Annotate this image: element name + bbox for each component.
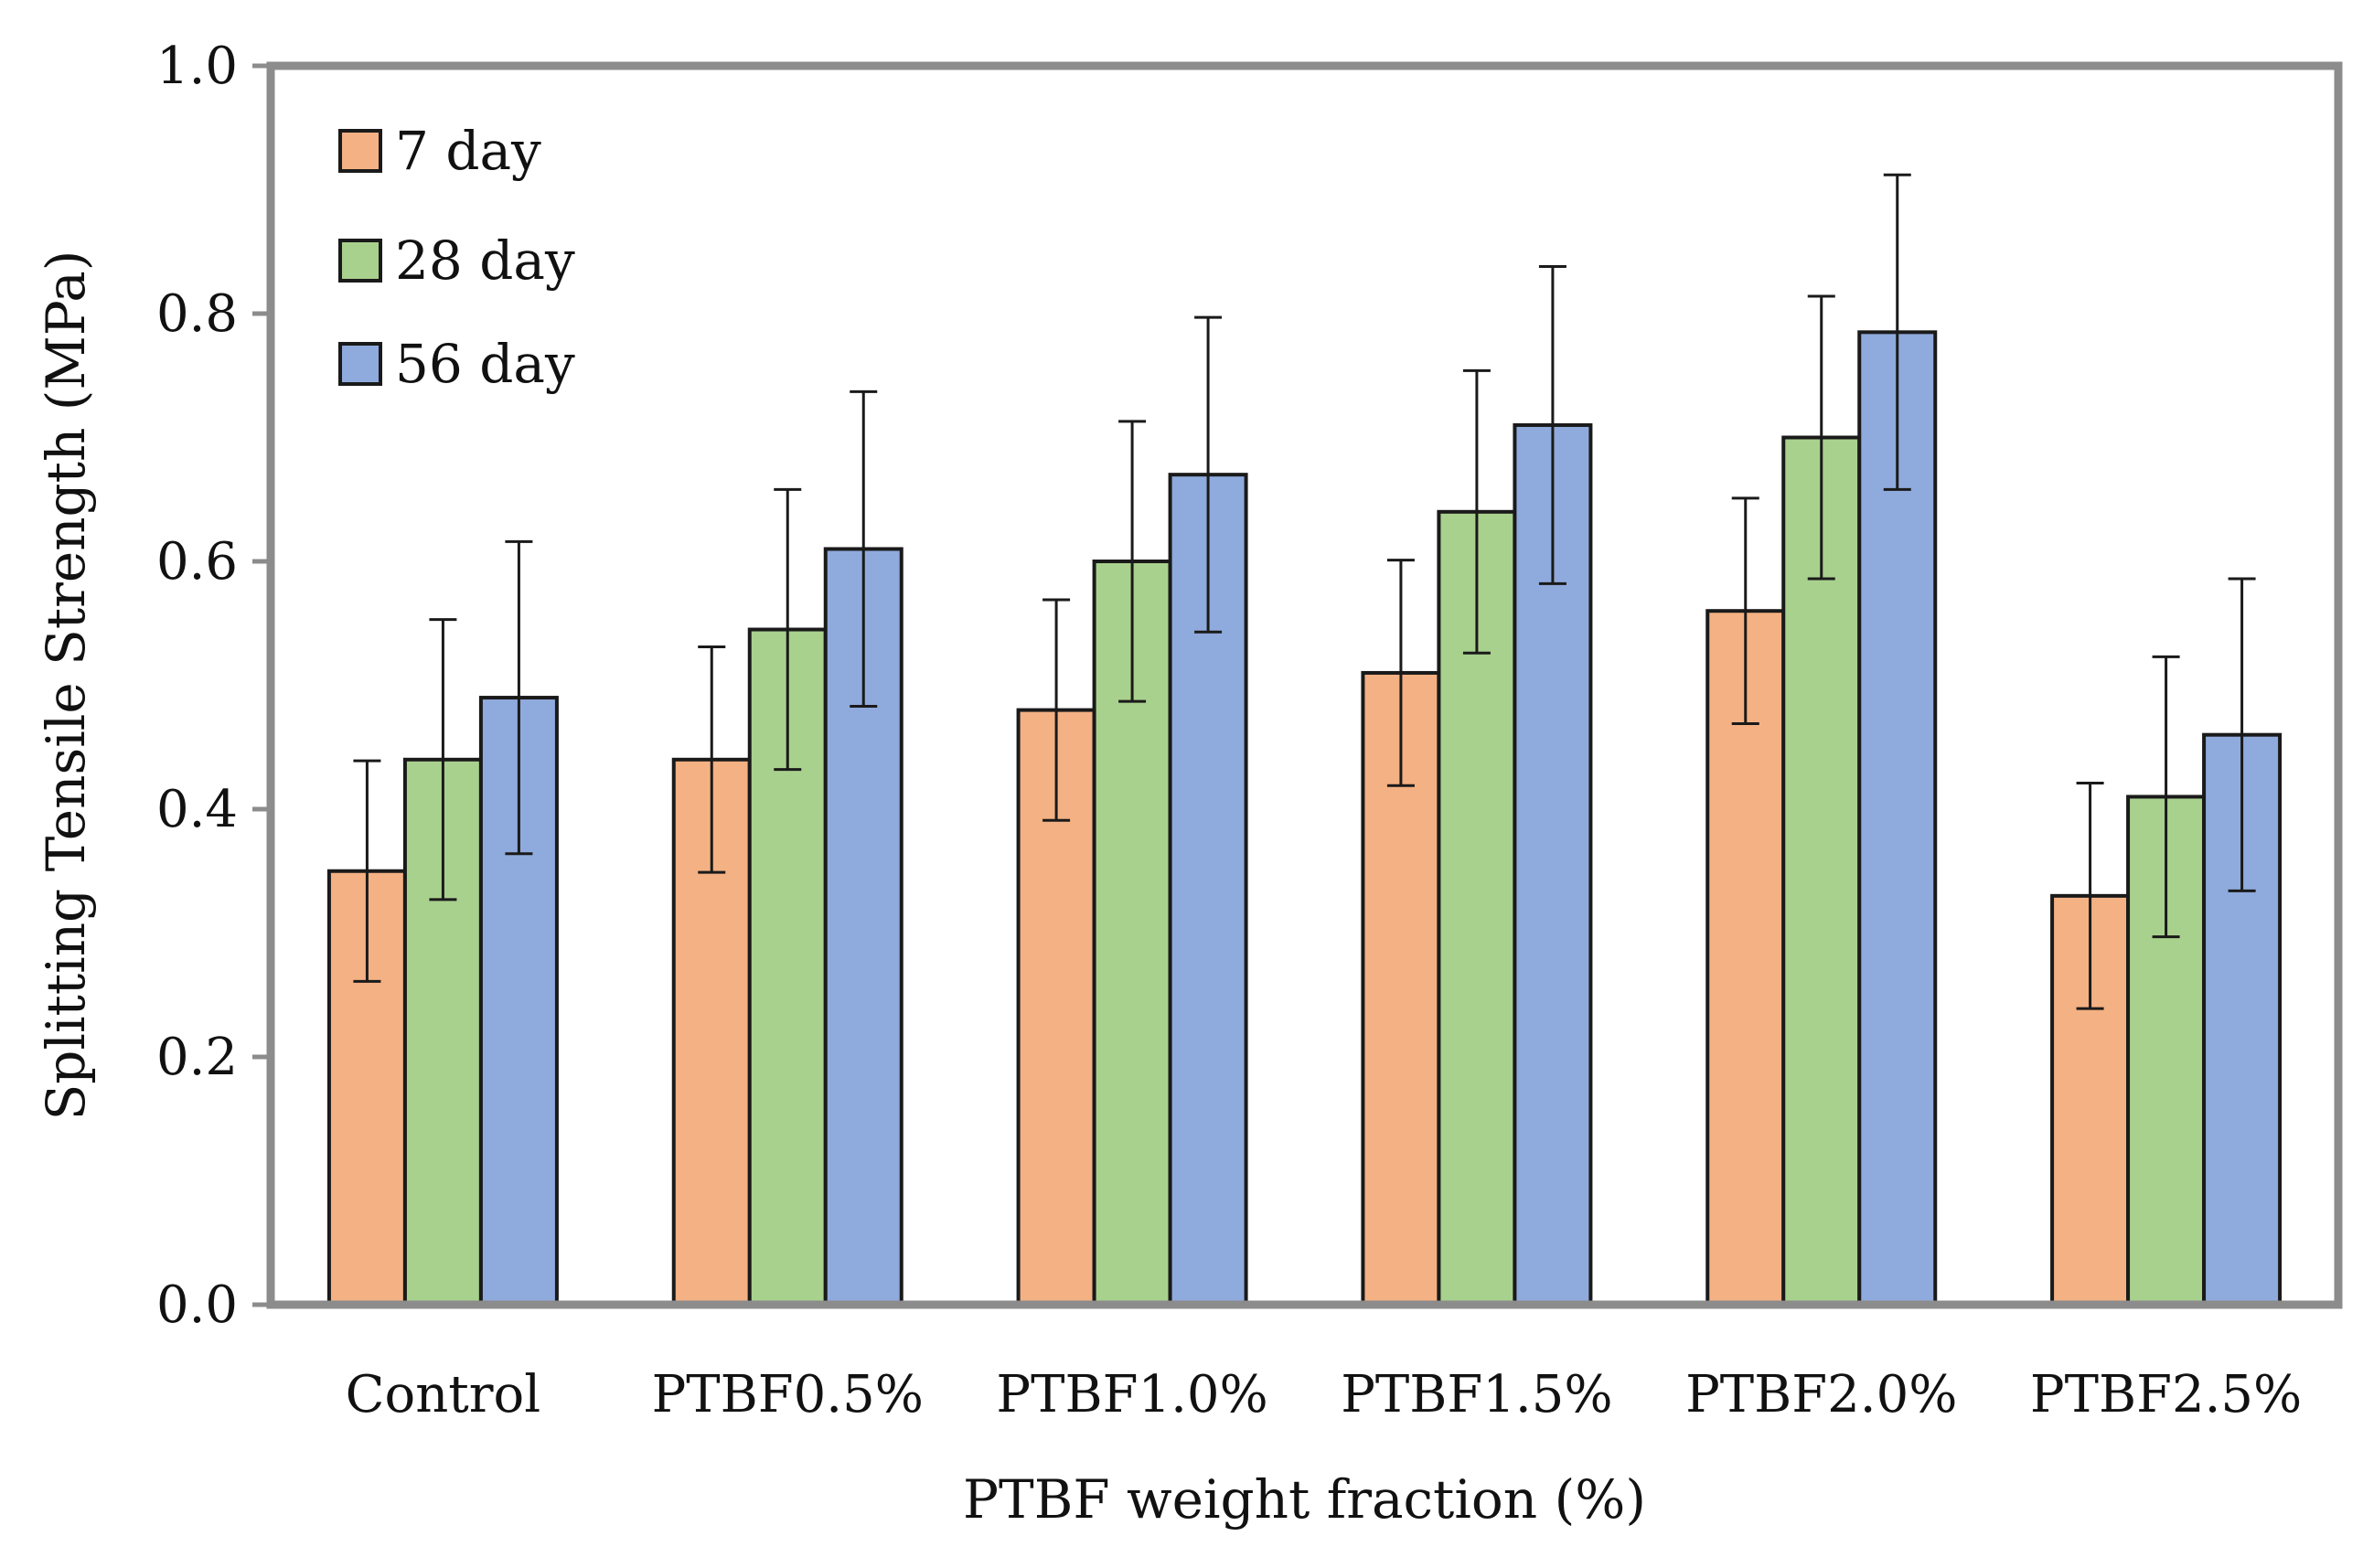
x-tick-label: PTBF1.0% <box>996 1365 1267 1424</box>
error-bar <box>850 389 878 709</box>
error-bar <box>1462 368 1491 655</box>
legend: 7 day 28 day 56 day <box>338 120 575 395</box>
error-bar <box>1883 173 1911 491</box>
y-tick-label: 0.6 <box>156 532 238 592</box>
legend-swatch <box>338 239 382 283</box>
error-bar <box>429 618 457 901</box>
x-axis-ticks: Control PTBF0.5% PTBF1.0% PTBF1.5% PTBF2.0% P… <box>346 1365 2303 1424</box>
y-tick-label: 0.4 <box>156 780 238 839</box>
error-bar <box>774 487 802 772</box>
x-tick-label: Control <box>346 1365 541 1424</box>
error-bar <box>1807 294 1835 581</box>
y-tick-label: 0.0 <box>156 1275 238 1335</box>
x-tick-label: PTBF2.0% <box>1685 1365 1957 1424</box>
legend-label: 7 day <box>395 120 541 182</box>
error-bar <box>1194 315 1223 634</box>
error-bar <box>698 645 726 874</box>
legend-label: 56 day <box>395 333 575 395</box>
error-bar <box>1538 265 1566 585</box>
bar-layer <box>326 330 2283 1307</box>
error-bar <box>1731 496 1759 726</box>
legend-swatch <box>338 129 382 173</box>
x-tick-label: PTBF2.5% <box>2030 1365 2302 1424</box>
x-tick-label: PTBF1.5% <box>1341 1365 1612 1424</box>
y-axis-title: Splitting Tensile Strength (MPa) <box>35 251 97 1121</box>
error-bar <box>1042 598 1071 822</box>
x-tick-label: PTBF0.5% <box>652 1365 924 1424</box>
error-bar <box>2076 782 2104 1010</box>
error-bar <box>1118 420 1147 703</box>
x-axis-title: PTBF weight fraction (%) <box>963 1468 1646 1531</box>
plot-frame <box>266 61 2343 1309</box>
y-axis-ticks: 0.0 0.2 0.4 0.6 0.8 1.0 <box>156 37 271 1335</box>
error-bar <box>353 759 381 983</box>
y-tick-label: 0.8 <box>156 284 238 344</box>
error-bar <box>2152 655 2180 939</box>
y-tick-label: 0.2 <box>156 1028 238 1087</box>
error-bar <box>2228 577 2256 892</box>
error-bar <box>505 539 533 856</box>
legend-swatch <box>338 342 382 386</box>
legend-label: 28 day <box>395 229 575 292</box>
error-bar-layer <box>353 173 2256 1010</box>
error-bar <box>1386 559 1415 787</box>
bar-28-day-5 <box>2126 795 2207 1307</box>
y-tick-label: 1.0 <box>156 37 238 96</box>
